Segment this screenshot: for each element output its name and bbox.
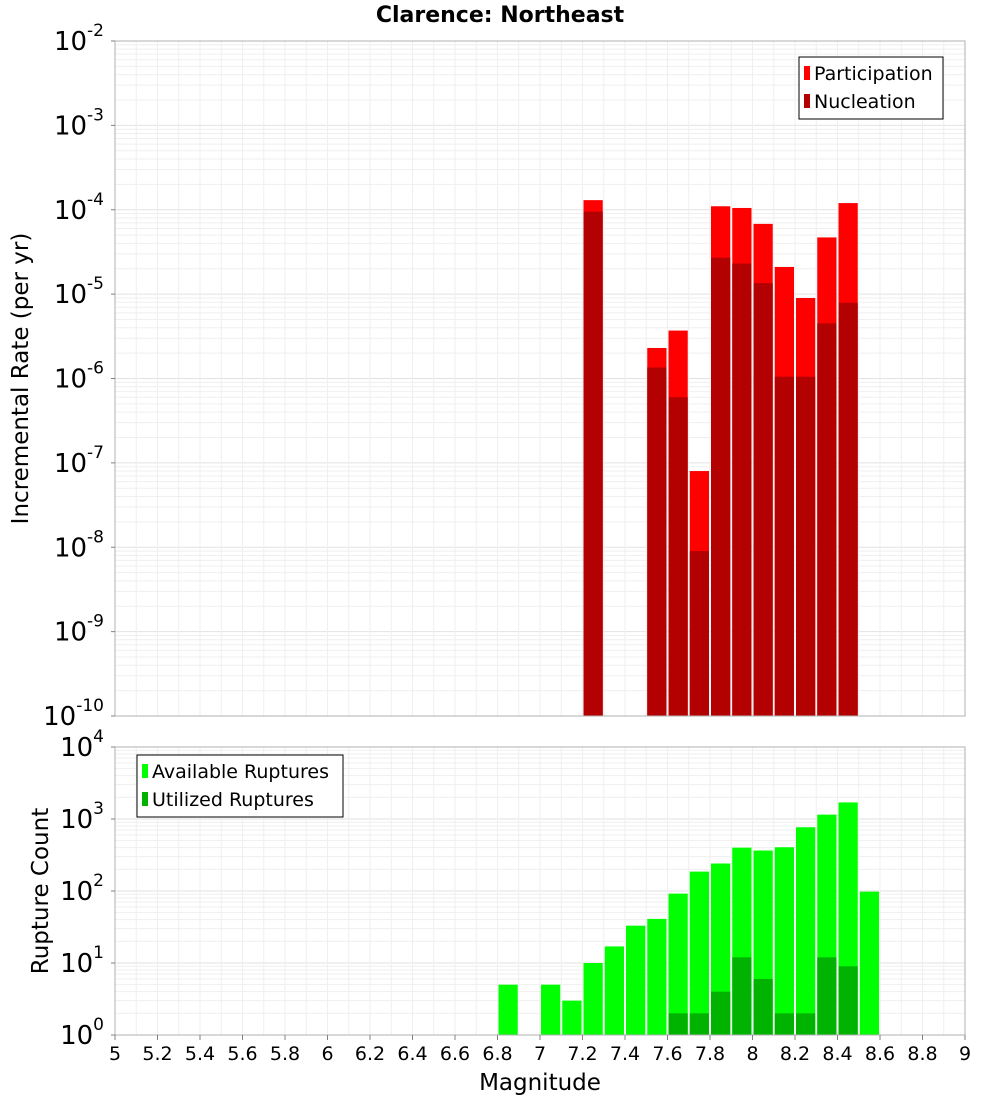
rate-bar-nucleation [796, 376, 816, 716]
count-bar-utilized-ruptures [689, 1013, 709, 1035]
chart-title: Clarence: Northeast [376, 3, 625, 28]
x-tick-label: 7.4 [610, 1043, 640, 1065]
count-panel: 100 101 102 103 104 Rupture Count Available … [28, 727, 966, 1051]
count-bars [498, 802, 879, 1035]
legend-box [798, 56, 944, 120]
count-bar-utilized-ruptures [711, 991, 731, 1035]
rate-bars [583, 200, 858, 716]
x-tick-label: 8.8 [907, 1043, 937, 1065]
count-bar-available-ruptures [774, 847, 794, 1035]
y-tick-label: 10-7 [54, 443, 104, 479]
count-bar-available-ruptures [498, 984, 518, 1035]
y-tick-label: 100 [60, 1015, 104, 1051]
rate-panel: 10-10 10-9 10-8 10-7 10-6 10-5 10-4 10-3 10-2 In… [8, 21, 966, 732]
y-tick-label: 10-4 [54, 190, 104, 226]
y-tick-label: 104 [60, 727, 104, 763]
legend-label: Available Ruptures [152, 761, 329, 783]
count-bar-available-ruptures [604, 946, 624, 1035]
rate-bar-nucleation [838, 302, 858, 716]
count-bar-available-ruptures [859, 891, 879, 1035]
legend-swatch [804, 94, 810, 108]
y-tick-label: 10-5 [54, 274, 104, 310]
x-tick-label: 5.8 [270, 1043, 300, 1065]
y-tick-label: 10-8 [54, 527, 104, 563]
count-bar-available-ruptures [647, 918, 667, 1035]
count-bar-available-ruptures [668, 893, 688, 1035]
rate-grid [114, 41, 966, 717]
rate-bar-nucleation [689, 551, 709, 716]
count-bar-available-ruptures [796, 827, 816, 1035]
count-bar-available-ruptures [626, 925, 646, 1035]
x-tick-label: 6.4 [397, 1043, 427, 1065]
count-bar-available-ruptures [583, 963, 603, 1035]
count-bar-utilized-ruptures [774, 1013, 794, 1035]
count-y-ticks: 100 101 102 103 104 [60, 727, 115, 1051]
rate-bar-nucleation [647, 367, 667, 716]
x-axis-ticks: 5 5.2 5.4 5.6 5.8 6 6.2 6.4 6.6 6.8 7 7.2 7.4 7.6 7.8 8… [109, 1035, 971, 1065]
rate-bar-nucleation [583, 211, 603, 716]
x-tick-label: 8.4 [822, 1043, 852, 1065]
x-tick-label: 8.2 [780, 1043, 810, 1065]
x-tick-label: 5.6 [227, 1043, 257, 1065]
legend-swatch [142, 764, 148, 778]
count-legend: Available Ruptures Utilized Ruptures [136, 754, 344, 818]
legend-label: Participation [814, 63, 933, 85]
legend-label: Nucleation [814, 91, 916, 113]
rate-bar-nucleation [753, 283, 773, 716]
count-bar-utilized-ruptures [668, 1013, 688, 1035]
rate-legend: Participation Nucleation [798, 56, 944, 120]
rate-y-axis-label: Incremental Rate (per yr) [8, 233, 34, 525]
y-tick-label: 10-9 [54, 612, 104, 648]
x-tick-label: 9 [959, 1043, 971, 1065]
rate-bar-nucleation [732, 263, 752, 716]
y-tick-label: 10-3 [54, 105, 104, 141]
x-tick-label: 5.2 [142, 1043, 172, 1065]
y-tick-label: 101 [60, 943, 104, 979]
x-tick-label: 8.6 [865, 1043, 895, 1065]
y-tick-label: 103 [60, 799, 104, 835]
count-bar-available-ruptures [541, 984, 561, 1035]
rate-bar-nucleation [711, 257, 731, 716]
count-bar-utilized-ruptures [753, 978, 773, 1035]
rate-y-ticks: 10-10 10-9 10-8 10-7 10-6 10-5 10-4 10-3 10-2 [43, 21, 115, 732]
x-tick-label: 6.2 [355, 1043, 385, 1065]
x-tick-label: 7.6 [652, 1043, 682, 1065]
count-bar-utilized-ruptures [817, 957, 837, 1035]
x-tick-label: 8 [746, 1043, 758, 1065]
x-tick-label: 6.6 [440, 1043, 470, 1065]
y-tick-label: 10-6 [54, 359, 104, 395]
x-tick-label: 7.8 [695, 1043, 725, 1065]
x-tick-label: 6 [321, 1043, 333, 1065]
legend-swatch [804, 66, 810, 80]
y-tick-label: 10-10 [43, 696, 104, 732]
legend-label: Utilized Ruptures [152, 789, 314, 811]
rate-bar-nucleation [774, 376, 794, 716]
x-tick-label: 7.2 [567, 1043, 597, 1065]
x-tick-label: 7 [534, 1043, 546, 1065]
x-tick-label: 5.4 [185, 1043, 215, 1065]
legend-swatch [142, 792, 148, 806]
count-bar-available-ruptures [689, 871, 709, 1035]
legend-box [136, 754, 344, 818]
x-tick-label: 5 [109, 1043, 121, 1065]
count-bar-utilized-ruptures [796, 1013, 816, 1035]
count-bar-utilized-ruptures [838, 966, 858, 1035]
y-tick-label: 10-2 [54, 21, 104, 57]
rate-bar-nucleation [817, 323, 837, 716]
count-bar-utilized-ruptures [732, 957, 752, 1035]
rate-bar-nucleation [668, 397, 688, 716]
x-axis-label: Magnitude [479, 1070, 601, 1096]
y-tick-label: 102 [60, 871, 104, 907]
count-bar-available-ruptures [562, 1000, 582, 1035]
x-tick-label: 6.8 [482, 1043, 512, 1065]
count-y-axis-label: Rupture Count [28, 808, 54, 974]
